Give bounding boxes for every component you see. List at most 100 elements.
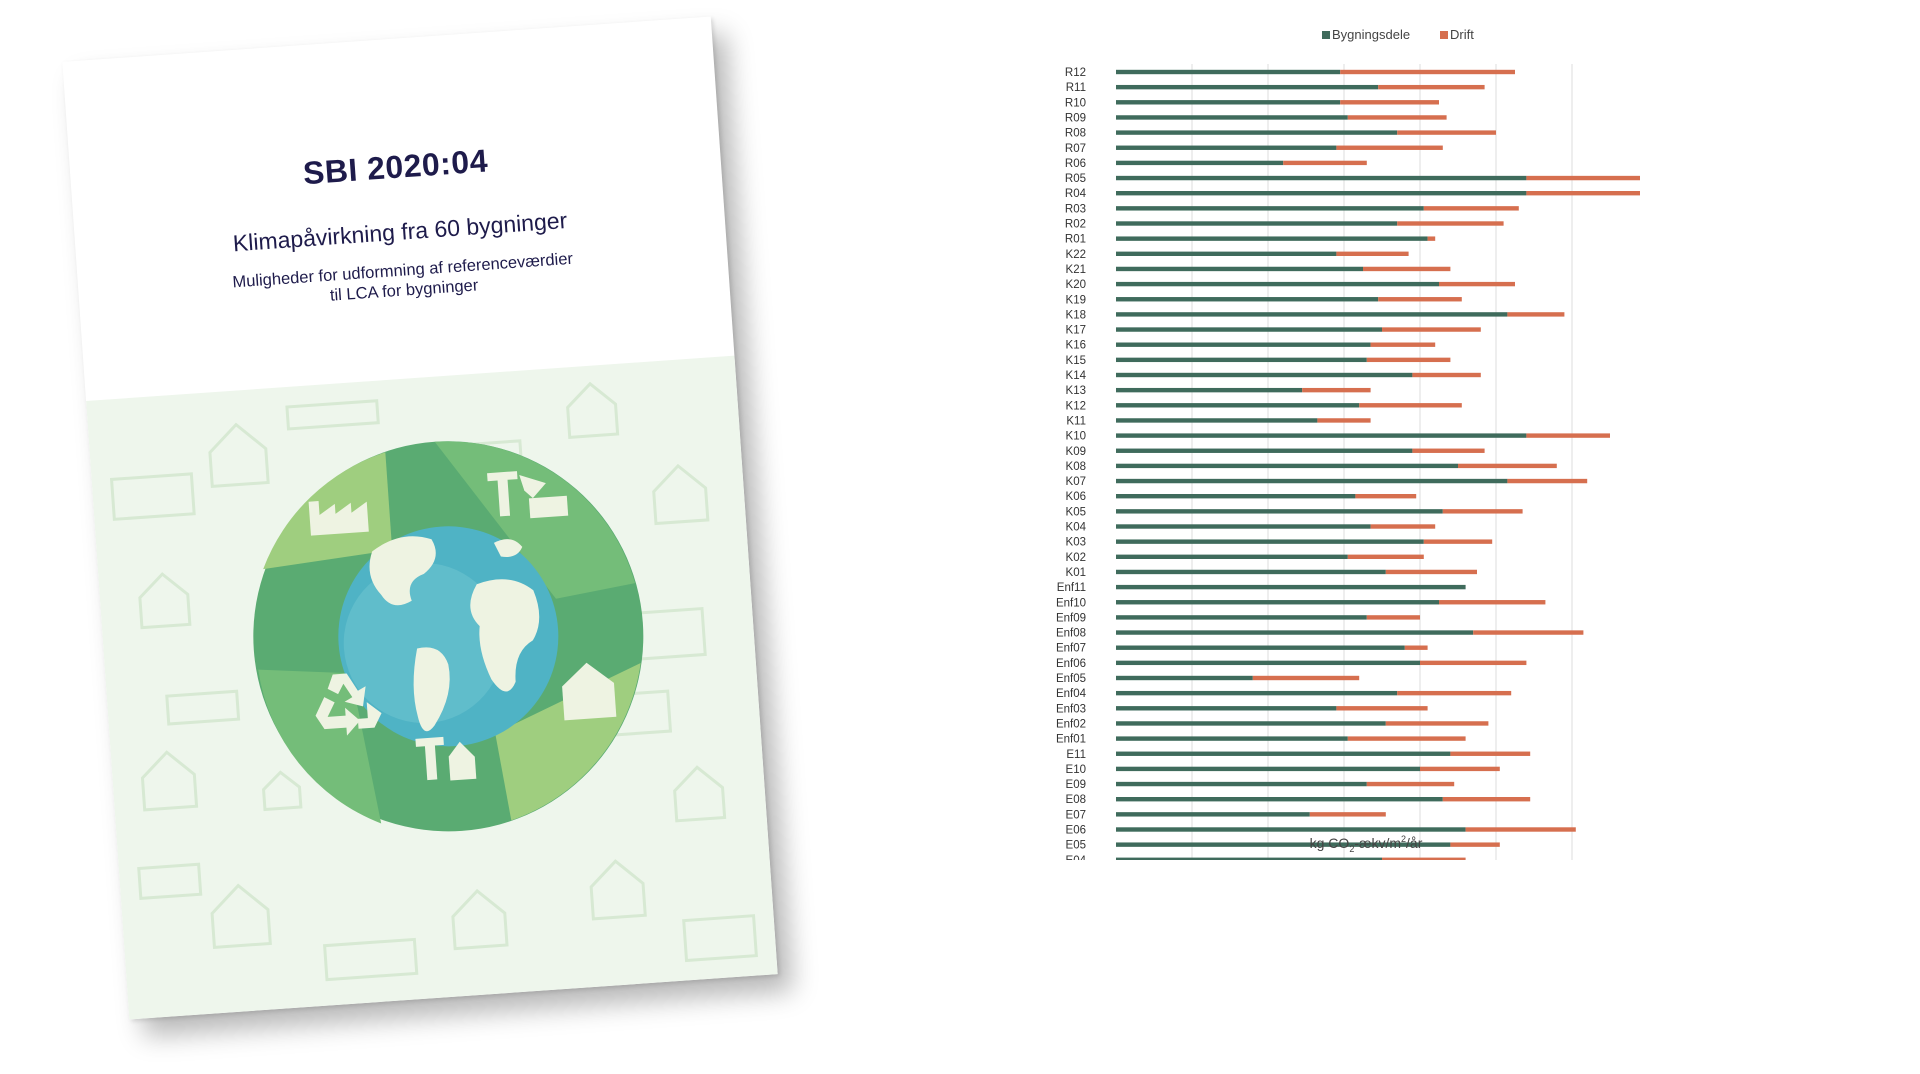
category-label: K09 [1066,446,1086,458]
bar-drift-k11 [1317,418,1371,423]
bar-drift-r07 [1336,145,1443,150]
category-label: Enf02 [1056,718,1086,730]
stacked-bar-chart: Bygningsdele Drift R12 R11 R10 R09 R08 R07 R06… [1056,27,1640,860]
bar-bygningsdele-enf08 [1116,630,1474,635]
chart-category-labels: R12 R11 R10 R09 R08 R07 R06 R05 R04 R03 R02 R01 K22 K… [1056,67,1087,860]
bar-bygningsdele-r05 [1116,175,1527,181]
bar-drift-r10 [1340,100,1439,105]
bar-bygningsdele-k13 [1116,387,1303,393]
bar-drift-enf09 [1366,615,1420,620]
bar-drift-r05 [1526,175,1640,181]
bar-bygningsdele-k02 [1116,554,1348,559]
bar-bygningsdele-r01 [1116,236,1428,241]
bar-drift-r03 [1423,206,1519,211]
category-label: K10 [1066,431,1086,443]
bar-bygningsdele-r08 [1116,130,1398,135]
bar-bygningsdele-k21 [1116,266,1363,272]
category-label: E09 [1066,779,1086,791]
category-label: K11 [1066,415,1086,427]
category-label: E05 [1066,840,1086,852]
category-label: K17 [1066,325,1086,337]
bar-bygningsdele-enf04 [1116,690,1398,696]
bar-bygningsdele-r06 [1116,160,1284,166]
category-label: K16 [1066,340,1086,352]
cycle-arrow-segment [434,441,636,599]
bar-drift-enf10 [1439,600,1546,605]
bar-bygningsdele-r09 [1116,115,1348,120]
bar-drift-e09 [1366,781,1455,787]
bar-drift-k08 [1458,463,1557,469]
x-axis-title-suffix: /år [1406,835,1423,851]
bar-bygningsdele-enf10 [1116,600,1439,605]
category-label: Enf08 [1056,628,1086,640]
x-axis-title-subscript: 2 [1349,844,1354,854]
bar-drift-enf08 [1473,630,1584,635]
bar-bygningsdele-e05 [1116,842,1451,847]
bar-bygningsdele-r02 [1116,221,1398,226]
bar-bygningsdele-r11 [1116,84,1379,90]
category-label: Enf03 [1056,703,1086,715]
bar-drift-r09 [1347,115,1447,120]
category-label: Enf09 [1056,612,1086,624]
bar-drift-e08 [1442,797,1531,802]
bar-drift-k19 [1378,297,1462,302]
bar-drift-k16 [1370,342,1436,347]
bar-bygningsdele-r07 [1116,145,1337,150]
bar-bygningsdele-e06 [1116,827,1466,832]
bar-bygningsdele-e08 [1116,797,1443,802]
chart-bars [1116,69,1640,860]
legend-label-drift: Drift [1450,27,1474,42]
bar-bygningsdele-k12 [1116,403,1360,408]
category-label: K19 [1066,294,1086,306]
legend-label-bygningsdele: Bygningsdele [1332,27,1410,42]
bar-drift-k09 [1412,448,1485,453]
bar-bygningsdele-k08 [1116,463,1458,469]
legend-swatch-drift [1440,31,1448,39]
cycle-arrow-segment [258,669,382,824]
bar-drift-e10 [1420,766,1500,772]
category-label: R04 [1065,188,1087,200]
category-label: Enf05 [1056,673,1086,685]
report-cover: SBI 2020:04 Klimapåvirkning fra 60 bygni… [62,16,825,1038]
house-icon [562,662,617,721]
bar-bygningsdele-enf11 [1116,584,1466,590]
bar-drift-k17 [1382,327,1481,332]
category-label: E04 [1066,855,1087,860]
bar-bygningsdele-enf06 [1116,660,1420,666]
category-label: R09 [1065,112,1086,124]
category-label: R11 [1066,82,1086,94]
bar-drift-e04 [1382,857,1466,860]
bar-drift-k05 [1442,509,1523,514]
category-label: E10 [1066,764,1086,776]
bar-drift-r06 [1283,160,1367,166]
bar-bygningsdele-r04 [1116,191,1527,196]
bar-bygningsdele-e10 [1116,766,1420,772]
globe-land [493,539,523,557]
category-label: K20 [1066,279,1086,291]
bar-drift-enf02 [1385,721,1489,726]
globe-land [369,536,436,606]
category-label: Enf11 [1057,582,1086,594]
bar-drift-k02 [1347,554,1424,559]
category-label: R06 [1065,158,1086,170]
bar-bygningsdele-k03 [1116,539,1424,544]
bar-bygningsdele-k15 [1116,357,1367,363]
x-axis-title-middle: -ækv/m [1354,835,1401,851]
transport-icon [487,471,569,519]
bar-bygningsdele-k01 [1116,569,1386,575]
bar-drift-e07 [1309,812,1386,817]
factory-icon [308,501,369,536]
x-axis-title: kg CO2-ækv/m2/år [1310,834,1423,854]
x-axis-title-prefix: kg CO [1310,835,1350,851]
category-label: K22 [1066,249,1086,261]
bar-drift-k10 [1526,433,1610,438]
recycle-icon [315,673,382,736]
bar-drift-e05 [1450,842,1500,847]
bar-bygningsdele-e04 [1116,857,1382,860]
bar-drift-k21 [1363,266,1451,272]
category-label: Enf07 [1056,643,1086,655]
build-icon [415,736,477,781]
legend-swatch-bygningsdele [1322,31,1330,39]
category-label: R08 [1065,128,1086,140]
bar-bygningsdele-enf03 [1116,706,1337,711]
